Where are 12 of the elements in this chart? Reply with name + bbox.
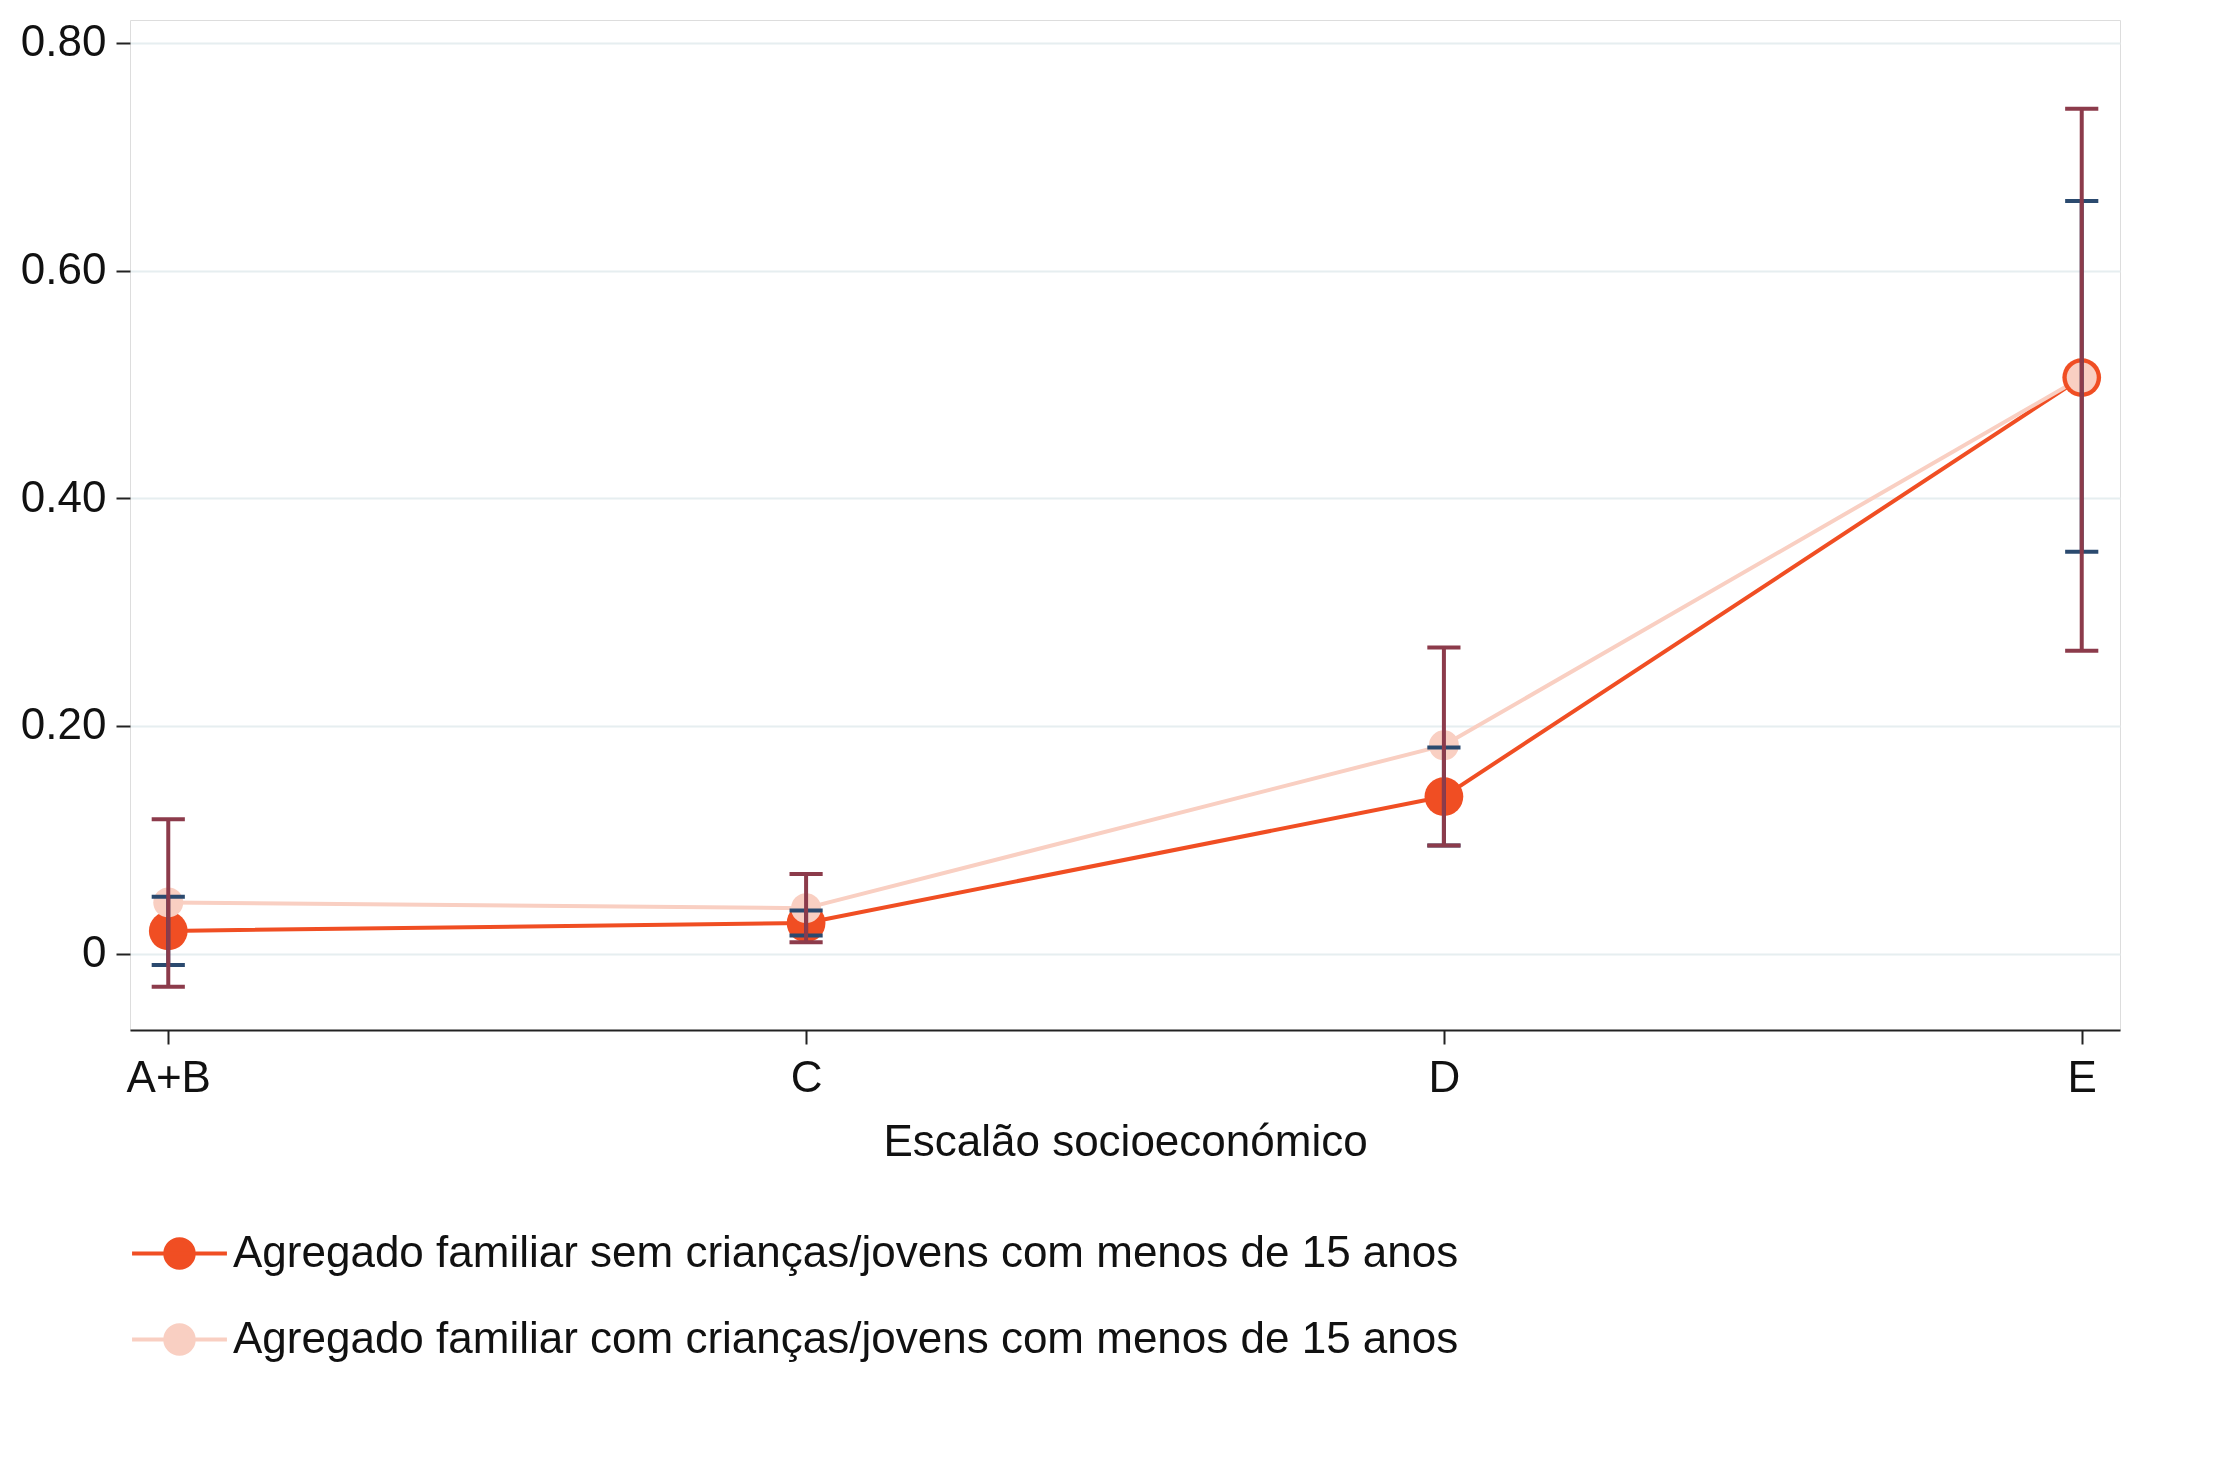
x-tick-label: D	[1428, 1051, 1461, 1101]
y-tick-label: 0.60	[20, 244, 107, 294]
legend-label: Agregado familiar sem crianças/jovens com menos de 15 anos	[233, 1226, 1459, 1276]
y-tick-label: 0	[82, 927, 107, 977]
x-axis-title: Escalão socioeconómico	[883, 1115, 1368, 1165]
x-tick-label: E	[2067, 1051, 2097, 1101]
y-tick-label: 0.80	[20, 16, 107, 66]
legend-label: Agregado familiar com crianças/jovens com menos de 15 anos	[233, 1312, 1459, 1362]
y-tick-label: 0.40	[20, 471, 107, 521]
x-tick-label: C	[790, 1051, 823, 1101]
x-tick-label: A+B	[126, 1051, 211, 1101]
y-tick-label: 0.20	[20, 699, 107, 749]
